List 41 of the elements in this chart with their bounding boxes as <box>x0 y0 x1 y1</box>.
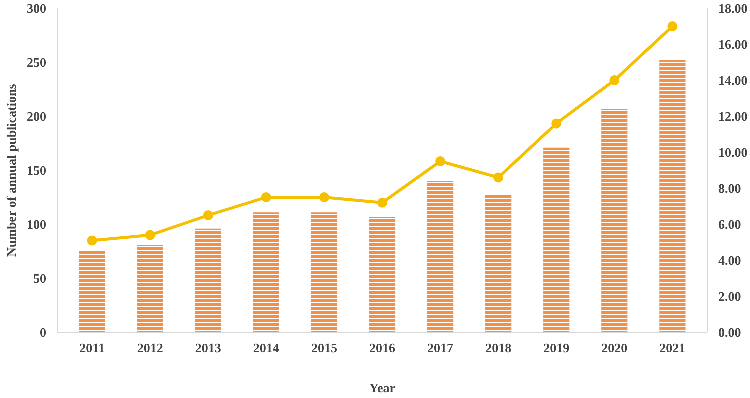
point <box>668 22 678 32</box>
point <box>145 230 156 240</box>
point <box>436 156 446 166</box>
y2-tick-label: 6.00 <box>718 217 742 232</box>
x-tick-label: 2013 <box>195 340 222 356</box>
y-tick-label: 150 <box>27 163 46 178</box>
point <box>378 198 388 208</box>
y2-tick-label: 4.00 <box>718 253 742 268</box>
point <box>87 236 98 246</box>
y-tick-label: 100 <box>27 217 46 232</box>
point <box>494 172 504 183</box>
y2-tick-label: 14.00 <box>718 73 748 88</box>
x-tick-label: 2019 <box>544 340 570 356</box>
x-tick-label: 2014 <box>253 340 280 356</box>
x-tick-label: 2020 <box>602 340 628 356</box>
point <box>319 192 330 202</box>
y-tick-label: 300 <box>27 1 46 16</box>
x-tick-label: 2012 <box>137 340 164 356</box>
y2-tick-label: 12.00 <box>718 109 748 124</box>
point <box>261 192 272 202</box>
y-tick-label: 200 <box>27 109 46 124</box>
y-axis-title: Number of annual publications <box>4 84 19 258</box>
y2-tick-label: 10.00 <box>718 145 748 160</box>
x-tick-label: 2018 <box>486 340 512 356</box>
y2-tick-label: 2.00 <box>718 289 742 304</box>
x-tick-label: 2017 <box>428 340 454 356</box>
y-tick-label: 50 <box>34 271 46 286</box>
y2-tick-label: 8.00 <box>718 181 742 196</box>
x-tick-label: 2011 <box>80 340 105 356</box>
point <box>203 210 214 220</box>
point <box>610 76 620 86</box>
y-tick-label: 250 <box>27 55 46 70</box>
x-tick-label: 2021 <box>660 340 686 356</box>
y2-tick-label: 16.00 <box>718 37 748 52</box>
y-tick-label: 0 <box>40 325 46 340</box>
y2-tick-label: 18.00 <box>718 1 748 16</box>
x-tick-label: 2016 <box>370 340 396 356</box>
x-axis-title: Year <box>370 380 396 396</box>
x-tick-label: 2015 <box>311 340 338 356</box>
y2-tick-label: 0.00 <box>718 325 742 340</box>
point <box>552 118 562 129</box>
